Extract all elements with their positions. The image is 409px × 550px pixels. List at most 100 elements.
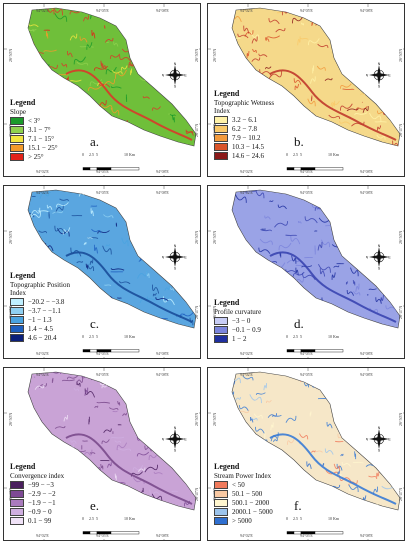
coord-right-label: 26°47'N (194, 305, 199, 319)
legend-swatch (214, 507, 228, 516)
legend-item: −3.7 − −1.1 (10, 306, 70, 315)
legend-swatch (214, 498, 228, 507)
legend-swatch (10, 116, 24, 125)
legend-item: −3 − 0 (214, 316, 261, 325)
compass-s-label: S (378, 85, 381, 89)
map-c (4, 186, 200, 358)
legend-swatch (10, 306, 24, 315)
scale-label: 5 (96, 334, 98, 339)
coord-left-label: 26°50'N (8, 412, 13, 426)
coord-right-label: 26°50'N (194, 48, 199, 62)
legend-item: 10.3 − 14.5 (214, 142, 274, 151)
map-panel-c: 94°02'E 94°05'E 94°08'E 94°02'E 94°05'E 94°08… (3, 185, 201, 359)
scale-bar-graphic (286, 349, 344, 353)
coord-top-label: 94°05'E (300, 372, 313, 377)
coord-top-label: 94°05'E (300, 190, 313, 195)
coord-bottom-label: 94°05'E (300, 351, 313, 356)
legend-item: 7.1 − 15° (10, 134, 58, 143)
legend-item: −1.9 − −1 (10, 498, 64, 507)
compass-n-label: N (174, 244, 177, 248)
legend-swatch (10, 480, 24, 489)
compass-w-label: W (366, 256, 369, 260)
legend-item-label: 1.4 − 4.5 (28, 324, 53, 333)
coord-top-label: 94°05'E (300, 8, 313, 13)
map-panel-e: 94°02'E 94°05'E 94°08'E 94°02'E 94°05'E 94°08… (3, 367, 201, 541)
legend-item-label: > 5000 (232, 516, 252, 525)
legend-b: Legend Topographic Wetness Index 3.2 − 6.1 6… (214, 90, 274, 160)
legend-swatch (214, 133, 228, 142)
legend-e: Legend Convergence index −99 − −3 −2.9 − −2… (10, 463, 64, 525)
legend-item-label: 14.6 − 24.6 (232, 151, 264, 160)
legend-swatch (214, 115, 228, 124)
legend-item: 1.4 − 4.5 (10, 324, 70, 333)
legend-item-label: 15.1 − 25° (28, 143, 58, 152)
legend-item-label: 3.2 − 6.1 (232, 115, 257, 124)
compass-n-label: N (378, 426, 381, 430)
map-a (4, 4, 200, 176)
legend-item: 500.1 − 2000 (214, 498, 273, 507)
legend-swatch (10, 498, 24, 507)
coord-bottom-label: 94°05'E (96, 533, 109, 538)
coord-top-label: 94°05'E (96, 372, 109, 377)
legend-item-label: 500.1 − 2000 (232, 498, 270, 507)
legend-item-label: < 3° (28, 116, 40, 125)
legend-item-label: −1.9 − −1 (28, 498, 56, 507)
legend-item-label: < 50 (232, 480, 245, 489)
map-d (208, 186, 404, 358)
legend-heading: Legend (10, 462, 36, 471)
legend-swatch (10, 489, 24, 498)
basin-c (27, 189, 197, 329)
scale-bar: 0 2.5 5 10 Km (82, 516, 142, 540)
scale-bar-graphic (286, 167, 344, 171)
north-arrow-icon: N S W E (366, 244, 391, 270)
scale-label: 5 (300, 516, 302, 521)
compass-e-label: E (388, 74, 391, 78)
legend-heading: Legend (214, 89, 240, 98)
legend-item: 4.6 − 20.4 (10, 333, 70, 342)
legend-heading: Legend (214, 462, 240, 471)
legend-swatch (214, 151, 228, 160)
legend-item: 6.2 − 7.8 (214, 124, 274, 133)
north-arrow-icon: N S W E (366, 62, 391, 89)
coord-bottom-label: 94°02'E (240, 169, 253, 174)
scale-label: 5 (96, 516, 98, 521)
compass-e-label: E (388, 438, 391, 442)
panel-label-b: b. (294, 134, 304, 149)
legend-title: Profile curvature (214, 308, 262, 316)
legend-d: Legend Profile curvature −3 − 0 −0.1 − 0.9 1… (214, 299, 261, 343)
scale-bar-graphic (82, 531, 140, 535)
scale-label: 2.5 (89, 516, 94, 521)
scale-bar: 0 2.5 5 10 Km (286, 152, 346, 176)
scale-bar: 0 2.5 5 10 Km (286, 334, 346, 358)
scale-label: 2.5 (293, 152, 298, 157)
legend-swatch (10, 516, 24, 525)
legend-heading: Legend (10, 271, 36, 280)
legend-swatch (214, 142, 228, 151)
legend-item: < 50 (214, 480, 273, 489)
scale-label: 0 (82, 516, 84, 521)
legend-item-label: 7.9 − 10.2 (232, 133, 261, 142)
compass-e-label: E (184, 256, 187, 260)
compass-s-label: S (378, 449, 381, 453)
scale-label: 10 Km (328, 516, 339, 521)
scale-label: 10 Km (124, 516, 135, 521)
compass-s-label: S (174, 267, 177, 271)
scale-bar-graphic (286, 531, 344, 535)
compass-w-label: W (162, 438, 165, 442)
legend-item: −20.2 − −3.8 (10, 297, 70, 306)
legend-heading: Legend (214, 298, 240, 307)
legend-swatch (214, 325, 228, 334)
coord-top-label: 94°08'E (156, 8, 169, 13)
coord-top-label: 94°08'E (360, 372, 373, 377)
coord-right-label: 26°47'N (398, 123, 403, 137)
legend-item: 7.9 − 10.2 (214, 133, 274, 142)
legend-title: Convergence index (10, 472, 65, 480)
legend-item-label: 0.1 − 99 (28, 516, 52, 525)
compass-n-label: N (174, 62, 177, 66)
scale-label: 10 Km (328, 334, 339, 339)
legend-heading: Legend (10, 98, 36, 107)
legend-item-label: 2000.1 − 5000 (232, 507, 273, 516)
legend-item-label: 1 − 2 (232, 334, 247, 343)
coord-top-label: 94°05'E (96, 8, 109, 13)
